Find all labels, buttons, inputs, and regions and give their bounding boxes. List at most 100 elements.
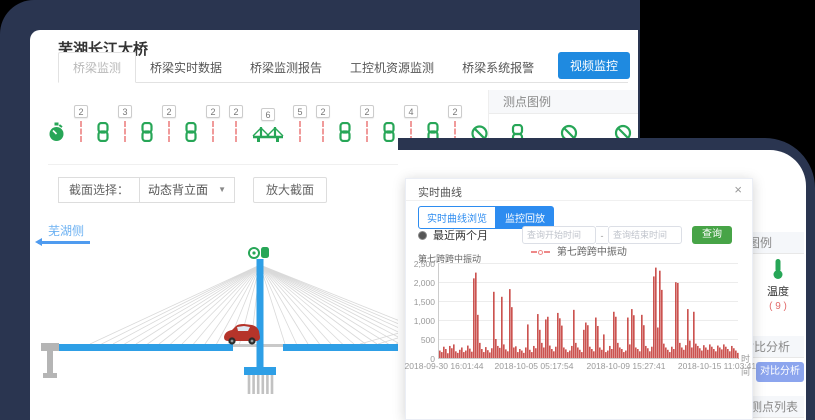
red-dashed-marker	[299, 121, 301, 142]
sensor-item-link[interactable]	[339, 122, 351, 142]
red-dashed-marker	[80, 121, 82, 142]
query-row: 最近两个月 - 查询	[418, 225, 744, 245]
chart-bars	[439, 267, 739, 359]
legend-marker-icon	[531, 247, 551, 258]
link-sensor-icon	[97, 122, 109, 142]
tab-monitor-report[interactable]: 桥梁监测报告	[250, 61, 323, 75]
sensor-item-dash[interactable]: 2	[360, 105, 374, 142]
query-button[interactable]: 查询	[692, 226, 732, 244]
y-tick: 2,500	[413, 259, 435, 269]
red-dashed-marker	[322, 121, 324, 142]
y-axis-title: 第七跨跨中振动	[418, 254, 482, 264]
tab-bridge-monitor[interactable]: 桥梁监测	[58, 52, 137, 83]
tab-ipc-resource[interactable]: 工控机资源监测	[350, 61, 435, 75]
sensor-count-badge: 2	[162, 105, 176, 118]
vibration-chart	[438, 263, 739, 359]
modal-header: 实时曲线 ×	[406, 179, 752, 201]
tab-curve-browse[interactable]: 实时曲线浏览	[418, 206, 496, 229]
y-tick: 1,000	[413, 316, 435, 326]
sensor-item-dash[interactable]: 2	[74, 105, 88, 142]
pier-cap	[244, 367, 276, 375]
x-tick: 2018-09-30 16:01:44	[404, 361, 484, 371]
sensor-item-dash[interactable]: 2	[448, 105, 462, 142]
temperature-label: 温度	[767, 286, 789, 298]
temperature-sensor-block[interactable]: 温度 ( 9 )	[752, 258, 804, 312]
section-select-label: 截面选择：	[58, 177, 140, 203]
pylon-top-sensor-icons	[248, 247, 269, 259]
x-tick: 2018-10-05 05:17:54	[494, 361, 574, 371]
stopwatch-icon	[49, 122, 64, 141]
sensor-count-badge: 4	[404, 105, 418, 118]
bridge-sensor-icon	[252, 127, 284, 142]
bridge-pylon	[256, 259, 264, 371]
enlarge-section-button[interactable]: 放大截面	[253, 177, 328, 203]
thermometer-icon	[773, 259, 783, 279]
end-time-input[interactable]	[608, 226, 682, 244]
sensor-count-badge: 6	[261, 108, 275, 121]
sensor-item-stopwatch[interactable]	[48, 122, 65, 142]
link-sensor-icon	[141, 122, 153, 142]
x-tick: 2018-10-15 11:03:41	[677, 361, 757, 371]
red-dashed-marker	[454, 121, 456, 142]
sensor-item-link[interactable]	[141, 122, 153, 142]
temperature-count: ( 9 )	[769, 301, 787, 312]
section-select-dropdown[interactable]: 动态背立面 ▼	[139, 177, 236, 203]
sensor-count-badge: 2	[206, 105, 220, 118]
legend-panel-title: 测点图例	[489, 90, 638, 114]
red-dashed-marker	[168, 121, 170, 142]
video-monitor-button[interactable]: 视频监控	[557, 52, 630, 79]
sensor-item-link[interactable]	[185, 122, 197, 142]
red-dashed-marker	[410, 121, 412, 142]
start-time-input[interactable]	[522, 226, 596, 244]
sensor-count-badge: 3	[118, 105, 132, 118]
sensor-count-badge: 2	[316, 105, 330, 118]
y-tick: 500	[420, 335, 435, 345]
link-sensor-icon	[383, 122, 395, 142]
sensor-count-badge: 5	[293, 105, 307, 118]
tab-system-alarm[interactable]: 桥梁系统报警	[462, 61, 535, 75]
chart-legend[interactable]: 第七跨跨中振动	[406, 243, 752, 258]
close-icon[interactable]: ×	[734, 182, 742, 197]
left-arrow-icon	[35, 238, 90, 246]
compare-analysis-button[interactable]: 对比分析	[756, 362, 804, 382]
recent-two-months-radio[interactable]	[418, 230, 427, 240]
pier-piles	[247, 375, 274, 394]
link-sensor-icon	[185, 122, 197, 142]
y-tick: 2,000	[413, 278, 435, 288]
y-tick: 0	[430, 354, 435, 364]
sensor-item-link[interactable]	[97, 122, 109, 142]
section-select-row: 截面选择： 动态背立面 ▼ 放大截面	[58, 176, 328, 204]
range-separator: -	[596, 226, 608, 244]
recent-two-months-label: 最近两个月	[433, 230, 488, 242]
sensor-item-dash[interactable]: 2	[229, 105, 243, 142]
car	[224, 324, 260, 345]
legend-series-name: 第七跨跨中振动	[556, 247, 627, 258]
link-sensor-icon	[339, 122, 351, 142]
red-dashed-marker	[124, 121, 126, 142]
sensor-count-badge: 2	[360, 105, 374, 118]
sensor-item-dash[interactable]: 4	[404, 105, 418, 142]
tab-realtime-data[interactable]: 桥梁实时数据	[150, 61, 223, 75]
main-tabstrip: 桥梁监测 桥梁实时数据 桥梁监测报告 工控机资源监测 桥梁系统报警	[58, 52, 628, 83]
y-tick: 1,500	[413, 297, 435, 307]
sensor-count-badge: 2	[74, 105, 88, 118]
divider	[48, 164, 620, 165]
sensor-item-dash[interactable]: 2	[206, 105, 220, 142]
x-tick: 2018-10-09 15:27:41	[586, 361, 666, 371]
sensor-item-dash[interactable]: 3	[118, 105, 132, 142]
red-dashed-marker	[366, 121, 368, 142]
sensor-item-dash[interactable]: 2	[316, 105, 330, 142]
modal-title: 实时曲线	[418, 187, 462, 199]
sensor-item-bridge[interactable]: 6	[252, 108, 284, 142]
red-dashed-marker	[235, 121, 237, 142]
abutment	[41, 343, 59, 378]
red-dashed-marker	[212, 121, 214, 142]
chevron-down-icon: ▼	[218, 185, 227, 194]
sensor-item-dash[interactable]: 5	[293, 105, 307, 142]
sensor-item-link[interactable]	[383, 122, 395, 142]
sensor-item-dash[interactable]: 2	[162, 105, 176, 142]
sensor-count-badge: 2	[448, 105, 462, 118]
x-axis-title: 时间	[741, 354, 751, 377]
